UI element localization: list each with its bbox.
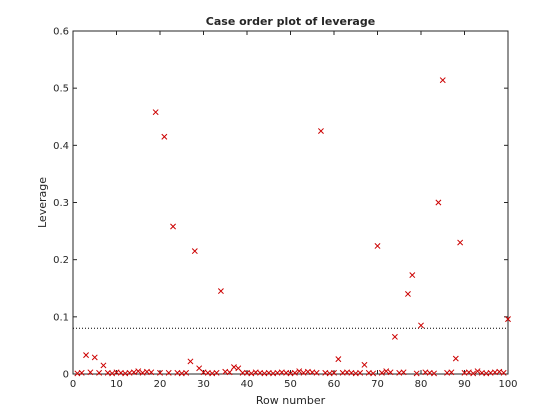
- data-point-marker: [296, 368, 303, 375]
- data-points: [74, 77, 511, 377]
- y-tick-label: 0: [63, 370, 69, 381]
- y-axis-label: Leverage: [36, 177, 49, 228]
- data-point-marker: [161, 133, 168, 140]
- x-tick-label: 30: [197, 379, 210, 390]
- data-point-marker: [300, 369, 307, 376]
- data-point-marker: [470, 370, 477, 377]
- data-point-marker: [130, 369, 137, 376]
- data-point-marker: [391, 333, 398, 340]
- data-point-marker: [317, 128, 324, 134]
- data-point-marker: [404, 291, 411, 297]
- data-point-marker: [109, 370, 116, 377]
- data-point-marker: [248, 370, 255, 377]
- data-point-marker: [413, 370, 420, 377]
- y-tick-label: 0.2: [53, 255, 69, 266]
- data-point-marker: [335, 356, 342, 363]
- data-point-marker: [374, 242, 381, 249]
- y-tick-label: 0.5: [53, 84, 69, 95]
- x-tick-label: 100: [498, 379, 517, 390]
- y-tick-label: 0.3: [53, 198, 69, 209]
- y-axis-ticks: 0 0.1 0.2 0.3 0.4 0.5 0.6: [53, 27, 508, 381]
- data-point-marker: [152, 109, 159, 116]
- data-point-marker: [465, 369, 472, 376]
- y-tick-label: 0.6: [53, 27, 69, 38]
- data-point-marker: [431, 370, 438, 377]
- data-point-marker: [139, 369, 146, 376]
- data-point-marker: [291, 369, 298, 376]
- y-tick-label: 0.1: [53, 312, 69, 323]
- data-point-marker: [183, 369, 190, 376]
- data-point-marker: [496, 368, 503, 375]
- data-point-marker: [148, 369, 155, 376]
- data-point-marker: [357, 369, 364, 376]
- data-point-marker: [439, 77, 446, 84]
- x-tick-label: 70: [371, 379, 384, 390]
- data-point-marker: [387, 369, 394, 376]
- x-tick-label: 20: [154, 379, 167, 390]
- data-point-marker: [418, 322, 424, 329]
- data-point-marker: [100, 362, 107, 369]
- data-point-marker: [505, 316, 511, 323]
- data-point-marker: [474, 368, 481, 375]
- x-axis-label: Row number: [256, 394, 326, 407]
- data-point-marker: [78, 369, 85, 376]
- data-point-marker: [157, 369, 163, 376]
- x-tick-label: 40: [241, 379, 254, 390]
- data-point-marker: [83, 352, 90, 359]
- data-point-marker: [217, 288, 224, 295]
- x-tick-label: 10: [110, 379, 123, 390]
- data-point-marker: [187, 358, 194, 365]
- data-point-marker: [135, 368, 142, 375]
- y-tick-label: 0.4: [53, 141, 69, 152]
- data-point-marker: [331, 369, 337, 376]
- data-point-marker: [452, 355, 459, 362]
- data-point-marker: [213, 369, 220, 376]
- data-point-marker: [383, 368, 390, 375]
- data-point-marker: [500, 369, 507, 376]
- x-tick-label: 90: [458, 379, 471, 390]
- x-tick-label: 80: [415, 379, 428, 390]
- data-point-marker: [226, 369, 233, 376]
- data-point-marker: [313, 369, 320, 376]
- data-point-marker: [409, 272, 416, 279]
- data-point-marker: [361, 361, 368, 368]
- x-tick-label: 60: [328, 379, 341, 390]
- x-tick-label: 50: [284, 379, 297, 390]
- data-point-marker: [435, 199, 442, 206]
- data-point-marker: [230, 364, 237, 371]
- data-point-marker: [87, 369, 94, 376]
- data-point-marker: [191, 248, 198, 255]
- x-tick-label: 0: [70, 379, 76, 390]
- chart-title: Case order plot of leverage: [206, 15, 375, 28]
- data-point-marker: [235, 365, 242, 372]
- data-point-marker: [239, 369, 246, 376]
- data-point-marker: [165, 369, 172, 376]
- data-point-marker: [378, 369, 385, 376]
- plot-area: [72, 30, 509, 375]
- data-point-marker: [96, 369, 103, 376]
- data-point-marker: [400, 369, 407, 376]
- data-point-marker: [91, 354, 98, 361]
- data-point-marker: [370, 370, 377, 377]
- data-point-marker: [448, 369, 455, 376]
- data-point-marker: [170, 223, 177, 230]
- data-point-marker: [457, 239, 464, 246]
